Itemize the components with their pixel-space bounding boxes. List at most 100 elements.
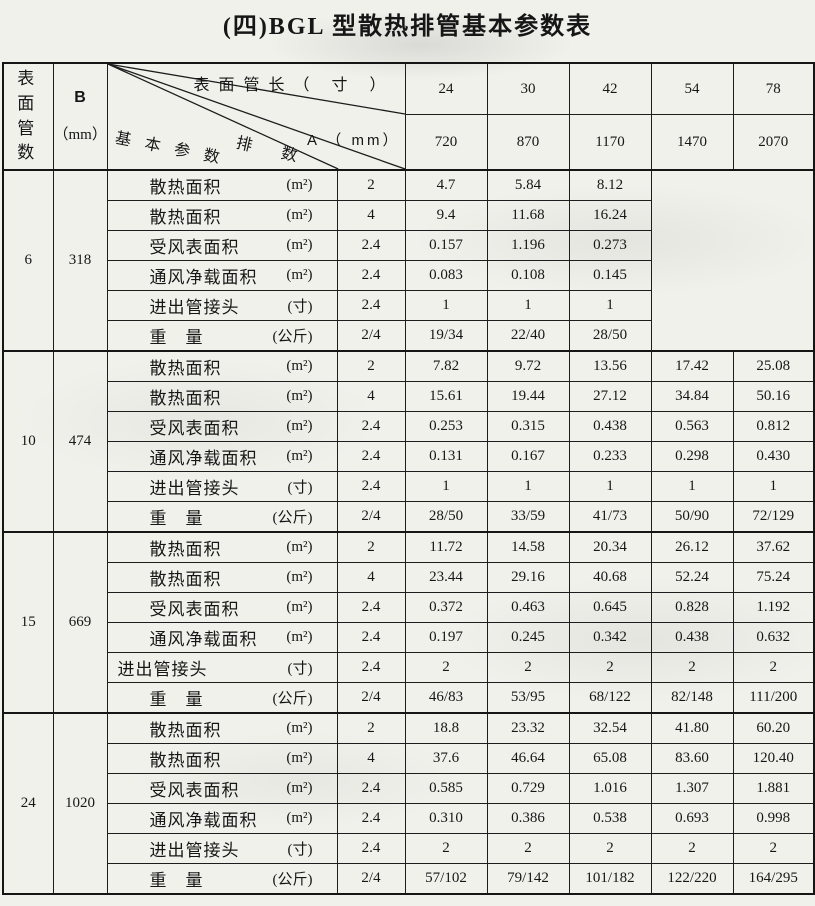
param-label: 受风表面积 bbox=[149, 419, 240, 438]
value-cell: 2 bbox=[650, 833, 734, 864]
value-cell: 1.192 bbox=[732, 592, 815, 623]
param-label-inner: 重 量 (公斤) bbox=[108, 866, 337, 891]
value-cell: 53/95 bbox=[486, 682, 570, 714]
param-label: 散热面积 bbox=[149, 540, 222, 559]
value-cell: 0.108 bbox=[486, 260, 570, 291]
value-cell: 25.08 bbox=[732, 350, 815, 382]
length-col-header: 42 bbox=[568, 62, 652, 115]
table-row: 24 1020 散热面积 (m²) 2 18.8 23.32 32.54 41.80 60.20 bbox=[2, 712, 815, 895]
diagonal-lines bbox=[107, 64, 405, 169]
value-cell: 46/83 bbox=[404, 682, 488, 714]
rows-count-cell: 2.4 bbox=[336, 833, 406, 864]
param-label-inner: 散热面积 (m²) bbox=[108, 354, 337, 379]
rows-count-cell: 2.4 bbox=[336, 290, 406, 321]
value-cell: 0.386 bbox=[486, 803, 570, 834]
param-unit: (m²) bbox=[286, 207, 313, 223]
b-header-label: B bbox=[74, 89, 86, 106]
param-label-cell: 受风表面积 (m²) bbox=[106, 773, 338, 804]
value-cell: 50/90 bbox=[650, 501, 734, 533]
table-row: 重 量 (公斤) 2/4 19/34 22/40 28/50 bbox=[3, 320, 814, 352]
param-label: 通风净载面积 bbox=[149, 811, 258, 830]
param-label-cell: 重 量 (公斤) bbox=[106, 682, 338, 714]
param-label-cell: 散热面积 (m²) bbox=[106, 381, 338, 412]
param-label-inner: 散热面积 (m²) bbox=[108, 716, 337, 741]
value-cell: 23.44 bbox=[404, 562, 488, 593]
table-row: 6 318 散热面积 (m²) 2 4.7 5.84 8.12 bbox=[2, 169, 815, 352]
value-cell: 0.342 bbox=[568, 622, 652, 653]
param-label-cell: 散热面积 (m²) bbox=[106, 350, 338, 382]
param-label: 通风净载面积 bbox=[149, 630, 258, 649]
value-cell: 26.12 bbox=[650, 531, 734, 563]
header-row-1: 表 面 管 数 B （mm） 表面管长（ 寸 ） A （ mm） 排 数 bbox=[2, 62, 815, 171]
param-label-cell: 重 量 (公斤) bbox=[106, 320, 338, 352]
value-cell: 17.42 bbox=[650, 350, 734, 382]
rows-count-cell: 2 bbox=[336, 531, 406, 563]
param-label-inner: 进出管接头 (寸) bbox=[108, 655, 337, 680]
b-header-unit: （mm） bbox=[53, 127, 107, 143]
length-col-header: 30 bbox=[486, 62, 570, 115]
param-unit: (公斤) bbox=[272, 872, 313, 888]
value-cell: 15.61 bbox=[404, 381, 488, 412]
param-label: 受风表面积 bbox=[149, 781, 240, 800]
param-label: 进出管接头 bbox=[117, 660, 208, 679]
value-cell: 0.812 bbox=[732, 411, 815, 442]
value-cell: 75.24 bbox=[732, 562, 815, 593]
value-cell: 11.68 bbox=[486, 200, 570, 231]
group-b-cell: 318 bbox=[52, 169, 108, 352]
value-cell: 2 bbox=[732, 652, 815, 683]
value-cell: 11.72 bbox=[404, 531, 488, 563]
length-col-header: 24 bbox=[404, 62, 488, 115]
value-cell: 9.72 bbox=[486, 350, 570, 382]
param-label-cell: 受风表面积 (m²) bbox=[106, 592, 338, 623]
param-label: 重 量 bbox=[149, 690, 204, 709]
rows-count-cell: 4 bbox=[336, 562, 406, 593]
value-cell: 120.40 bbox=[732, 743, 815, 774]
value-cell: 72/129 bbox=[732, 501, 815, 533]
param-label-inner: 受风表面积 (m²) bbox=[108, 776, 337, 801]
param-label-inner: 重 量 (公斤) bbox=[108, 323, 337, 348]
param-label: 散热面积 bbox=[149, 359, 222, 378]
page-title: (四)BGL 型散热排管基本参数表 bbox=[222, 14, 593, 40]
table-row: 散热面积 (m²) 4 9.4 11.68 16.24 bbox=[3, 200, 814, 231]
value-cell: 1 bbox=[568, 290, 652, 321]
param-unit: (寸) bbox=[287, 661, 313, 677]
value-cell: 40.68 bbox=[568, 562, 652, 593]
param-label-inner: 重 量 (公斤) bbox=[108, 504, 337, 529]
value-cell: 122/220 bbox=[650, 863, 734, 895]
param-label-inner: 散热面积 (m²) bbox=[108, 746, 337, 771]
value-cell: 41/73 bbox=[568, 501, 652, 533]
a-value-header: 2070 bbox=[732, 114, 815, 171]
value-cell: 9.4 bbox=[404, 200, 488, 231]
value-cell: 0.430 bbox=[732, 441, 815, 472]
value-cell: 0.253 bbox=[404, 411, 488, 442]
param-unit: (m²) bbox=[286, 629, 313, 645]
value-cell: 0.298 bbox=[650, 441, 734, 472]
value-cell: 0.315 bbox=[486, 411, 570, 442]
tube-count-header-line2: 管 数 bbox=[17, 118, 40, 163]
value-cell: 5.84 bbox=[486, 169, 570, 201]
value-cell: 2 bbox=[568, 652, 652, 683]
param-label: 散热面积 bbox=[149, 721, 222, 740]
value-cell: 2 bbox=[568, 833, 652, 864]
param-label-inner: 通风净载面积 (m²) bbox=[108, 625, 337, 650]
value-cell: 0.632 bbox=[732, 622, 815, 653]
param-label-cell: 受风表面积 (m²) bbox=[106, 411, 338, 442]
group-tube-count-cell: 24 bbox=[2, 712, 54, 895]
rows-count-cell: 2/4 bbox=[336, 863, 406, 895]
table-row: 进出管接头 (寸) 2.4 1 1 1 1 1 bbox=[3, 471, 815, 502]
a-value-header: 1170 bbox=[568, 114, 652, 171]
rows-count-cell: 2 bbox=[336, 712, 406, 744]
param-label-inner: 通风净载面积 (m²) bbox=[108, 806, 337, 831]
rows-count-cell: 2.4 bbox=[336, 441, 406, 472]
param-label-inner: 受风表面积 (m²) bbox=[108, 414, 337, 439]
param-label-cell: 散热面积 (m²) bbox=[106, 743, 338, 774]
value-cell: 0.538 bbox=[568, 803, 652, 834]
header-row-2: 720 870 1170 1470 2070 bbox=[3, 114, 815, 171]
b-header: B （mm） bbox=[52, 62, 108, 171]
diagonal-header-cell: 表面管长（ 寸 ） A （ mm） 排 数 基 本 参 数 bbox=[106, 62, 406, 171]
table-row: 重 量 (公斤) 2/4 28/50 33/59 41/73 50/90 72/129 bbox=[3, 501, 815, 533]
param-label: 重 量 bbox=[149, 509, 204, 528]
param-unit: (m²) bbox=[286, 177, 313, 193]
param-unit: (m²) bbox=[286, 780, 313, 796]
value-cell: 1 bbox=[732, 471, 815, 502]
